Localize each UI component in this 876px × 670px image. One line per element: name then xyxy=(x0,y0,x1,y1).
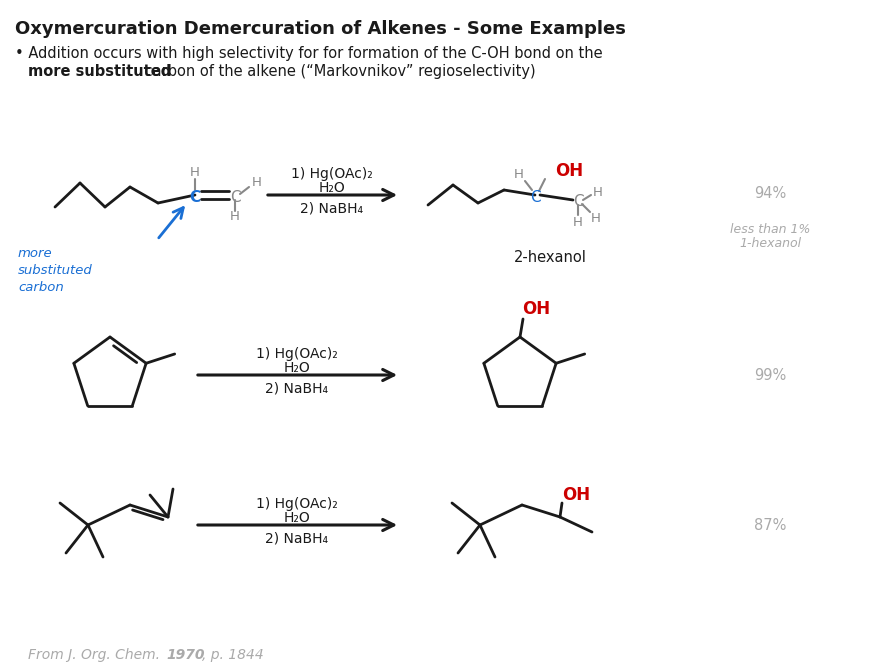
Text: C: C xyxy=(189,190,201,204)
Text: 2-hexanol: 2-hexanol xyxy=(513,250,586,265)
Text: 2) NaBH₄: 2) NaBH₄ xyxy=(300,201,364,215)
Text: 94%: 94% xyxy=(754,186,786,200)
Text: 1) Hg(OAc)₂: 1) Hg(OAc)₂ xyxy=(256,347,338,361)
Text: From J. Org. Chem.: From J. Org. Chem. xyxy=(28,648,165,662)
Text: C: C xyxy=(230,190,240,204)
Text: more substituted: more substituted xyxy=(28,64,171,79)
Text: more
substituted
carbon: more substituted carbon xyxy=(18,247,93,294)
Text: H: H xyxy=(230,210,240,224)
Text: H₂O: H₂O xyxy=(319,181,345,195)
Text: 1) Hg(OAc)₂: 1) Hg(OAc)₂ xyxy=(291,167,373,181)
Text: • Addition occurs with high selectivity for for formation of the C-OH bond on th: • Addition occurs with high selectivity … xyxy=(15,46,603,61)
Text: OH: OH xyxy=(555,162,583,180)
Text: 1-hexanol: 1-hexanol xyxy=(739,237,801,250)
Text: 2) NaBH₄: 2) NaBH₄ xyxy=(265,381,328,395)
Text: 1) Hg(OAc)₂: 1) Hg(OAc)₂ xyxy=(256,497,338,511)
Text: 99%: 99% xyxy=(754,368,786,383)
Text: Oxymercuration Demercuration of Alkenes - Some Examples: Oxymercuration Demercuration of Alkenes … xyxy=(15,20,625,38)
Text: OH: OH xyxy=(562,486,590,504)
Text: 1970: 1970 xyxy=(166,648,204,662)
Text: C: C xyxy=(530,190,540,204)
Text: OH: OH xyxy=(522,300,550,318)
Text: H: H xyxy=(591,212,601,224)
Text: H: H xyxy=(593,186,603,198)
Text: H: H xyxy=(573,216,583,228)
Text: carbon of the alkene (“Markovnikov” regioselectivity): carbon of the alkene (“Markovnikov” regi… xyxy=(140,64,535,79)
Text: H: H xyxy=(190,167,200,180)
Text: H: H xyxy=(514,168,524,182)
Text: 87%: 87% xyxy=(754,517,786,533)
Text: 2) NaBH₄: 2) NaBH₄ xyxy=(265,531,328,545)
Text: H₂O: H₂O xyxy=(284,511,310,525)
Text: less than 1%: less than 1% xyxy=(730,223,810,236)
Text: H: H xyxy=(252,176,262,190)
Text: C: C xyxy=(573,194,583,210)
Text: , p. 1844: , p. 1844 xyxy=(202,648,264,662)
Text: H₂O: H₂O xyxy=(284,361,310,375)
